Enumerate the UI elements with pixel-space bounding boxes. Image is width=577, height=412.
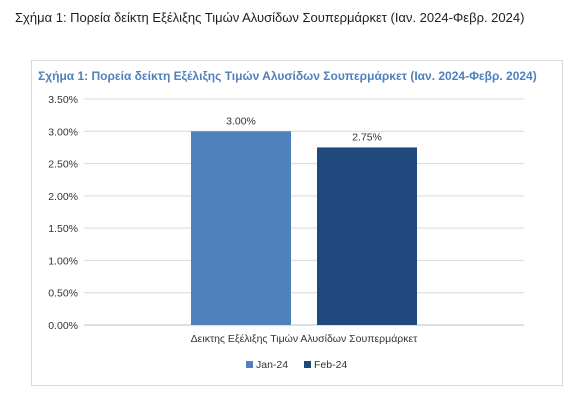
data-label: 3.00%	[226, 115, 256, 127]
y-tick-label: 0.50%	[48, 288, 78, 300]
bar-chart: 0.00% 0.50% 1.00% 1.50% 2.00% 2.50% 3.00% 3.50%…	[48, 94, 524, 371]
y-tick-label: 1.00%	[48, 255, 78, 267]
chart-container: Σχήμα 1: Πορεία δείκτη Εξέλιξης Τιμών Αλ…	[31, 60, 563, 386]
legend-label: Jan-24	[256, 359, 288, 371]
document-caption: Σχήμα 1: Πορεία δείκτη Εξέλιξης Τιμών Αλ…	[15, 10, 525, 25]
y-tick-label: 3.50%	[48, 94, 78, 106]
y-tick-label: 2.00%	[48, 191, 78, 203]
legend-swatch	[304, 361, 311, 368]
legend-label: Feb-24	[314, 359, 347, 371]
x-category-label: Δεικτης Εξέλιξης Τιμών Αλυσίδων Σουπερμά…	[191, 333, 418, 345]
legend-swatch	[246, 361, 253, 368]
bar-jan-24	[191, 131, 291, 325]
y-tick-label: 0.00%	[48, 320, 78, 332]
y-tick-label: 3.00%	[48, 126, 78, 138]
chart-title: Σχήμα 1: Πορεία δείκτη Εξέλιξης Τιμών Αλ…	[38, 69, 537, 83]
y-tick-label: 1.50%	[48, 223, 78, 235]
data-label: 2.75%	[352, 131, 382, 143]
y-tick-label: 2.50%	[48, 159, 78, 171]
bar-feb-24	[317, 147, 417, 325]
